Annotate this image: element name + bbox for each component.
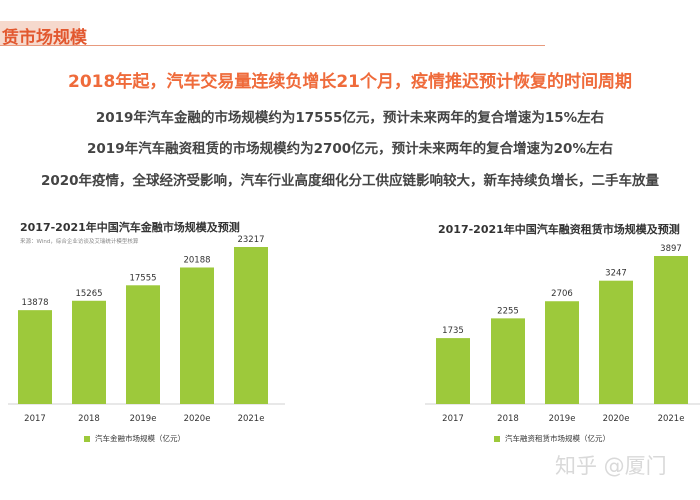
chart2-title: 2017-2021年中国汽车融资租赁市场规模及预测 [438, 223, 680, 236]
chart1-bar [18, 310, 52, 404]
chart2-bar [599, 280, 633, 404]
chart1-category-label: 2018 [78, 414, 100, 424]
chart1-bar [72, 300, 106, 404]
chart1-bar [180, 267, 214, 404]
chart2-value-label: 2706 [551, 289, 573, 299]
chart2-value-label: 2255 [497, 306, 519, 316]
chart1-legend: 汽车金融市场规模（亿元） [84, 433, 185, 444]
chart2-legend-label: 汽车融资租赁市场规模（亿元） [505, 434, 610, 443]
chart2-value-label: 1735 [442, 326, 464, 336]
chart1-category-label: 2019e [130, 414, 157, 424]
chart2-bar [545, 301, 579, 404]
chart2-value-label: 3247 [605, 269, 627, 279]
chart2-bar [491, 318, 525, 404]
chart1-bar [126, 285, 160, 404]
bullet-1: 2019年汽车金融的市场规模约为17555亿元，预计未来两年的复合增速为15%左… [95, 110, 605, 126]
page-title: 赁市场规模 [2, 28, 87, 48]
watermark: 知乎 @厦门 [555, 454, 667, 478]
chart1-category-label: 2020e [184, 414, 211, 424]
chart1-value-label: 13878 [21, 298, 48, 308]
header-divider [0, 45, 545, 46]
chart2-bar [436, 338, 470, 404]
headline: 2018年起，汽车交易量连续负增长21个月，疫情推迟预计恢复的时间周期 [68, 72, 632, 92]
chart2-legend-swatch [494, 435, 500, 442]
chart2-category-label: 2018 [497, 414, 519, 424]
chart1-category-label: 2021e [238, 414, 265, 424]
chart1-legend-label: 汽车金融市场规模（亿元） [95, 434, 185, 443]
bullet-2: 2019年汽车融资租赁的市场规模约为2700亿元，预计未来两年的复合增速为20%… [87, 141, 613, 157]
chart2-legend: 汽车融资租赁市场规模（亿元） [494, 433, 610, 444]
header-band [0, 21, 80, 45]
chart1-value-label: 20188 [183, 255, 210, 265]
chart2-category-label: 2020e [603, 414, 630, 424]
chart2-category-label: 2021e [658, 414, 685, 424]
chart1-value-label: 17555 [129, 273, 156, 283]
chart1-value-label: 15265 [75, 289, 102, 299]
chart2-value-label: 3897 [660, 244, 682, 254]
chart1-value-label: 23217 [237, 235, 264, 245]
chart1-source: 来源：Wind，综合企业访谈及艾瑞统计模型核算 [20, 239, 139, 245]
chart2-category-label: 2017 [442, 414, 464, 424]
chart1-category-label: 2017 [24, 414, 46, 424]
chart1-legend-swatch [84, 435, 90, 442]
chart2-category-label: 2019e [549, 414, 576, 424]
chart2-bar [654, 256, 688, 404]
chart1-title: 2017-2021年中国汽车金融市场规模及预测 [20, 221, 240, 234]
chart1-bar [234, 247, 268, 404]
bullet-3: 2020年疫情，全球经济受影响，汽车行业高度细化分工供应链影响较大，新车持续负增… [40, 173, 660, 189]
